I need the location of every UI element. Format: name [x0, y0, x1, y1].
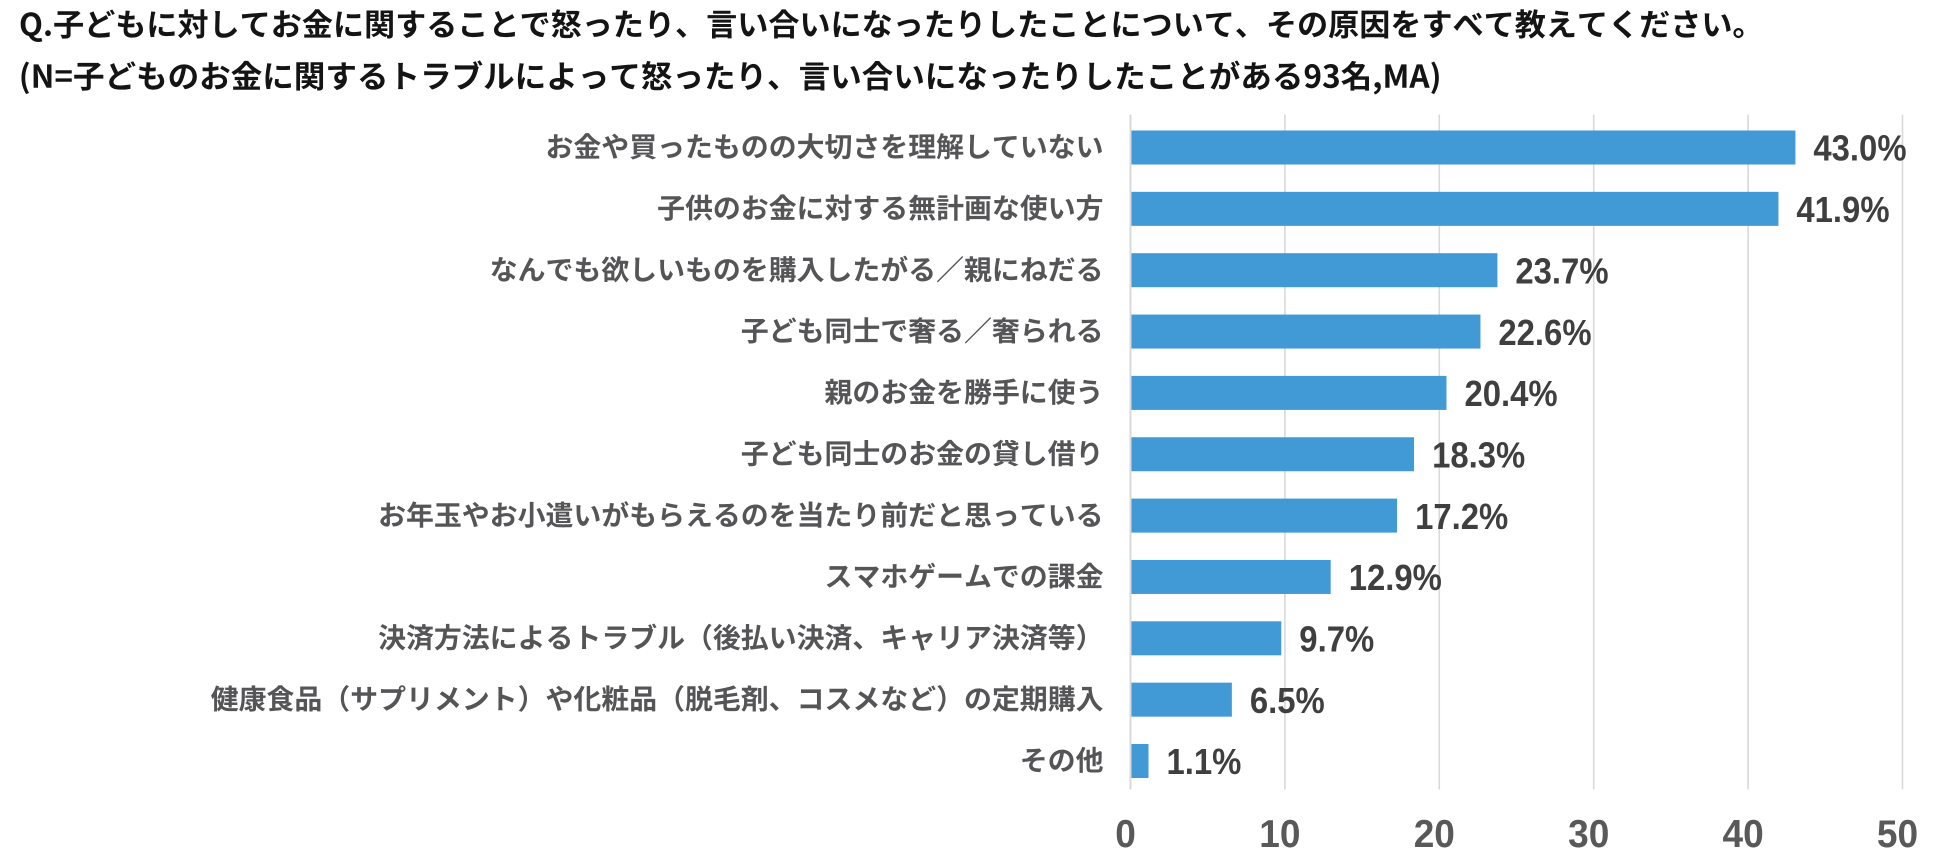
svg-text:6.5%: 6.5%	[1250, 681, 1325, 721]
svg-text:41.9%: 41.9%	[1796, 190, 1889, 230]
svg-text:0: 0	[1115, 813, 1136, 856]
svg-text:12.9%: 12.9%	[1349, 559, 1442, 599]
svg-text:23.7%: 23.7%	[1515, 252, 1608, 292]
svg-text:20.4%: 20.4%	[1465, 375, 1558, 415]
svg-text:18.3%: 18.3%	[1432, 436, 1525, 476]
svg-text:10: 10	[1259, 813, 1300, 856]
svg-text:20: 20	[1414, 813, 1455, 856]
svg-text:30: 30	[1568, 813, 1609, 856]
svg-text:9.7%: 9.7%	[1299, 620, 1374, 660]
svg-text:1.1%: 1.1%	[1167, 743, 1242, 783]
svg-text:22.6%: 22.6%	[1498, 313, 1591, 353]
svg-text:40: 40	[1723, 813, 1764, 856]
svg-text:50: 50	[1877, 813, 1918, 856]
svg-text:17.2%: 17.2%	[1415, 497, 1508, 537]
svg-text:43.0%: 43.0%	[1813, 129, 1906, 169]
